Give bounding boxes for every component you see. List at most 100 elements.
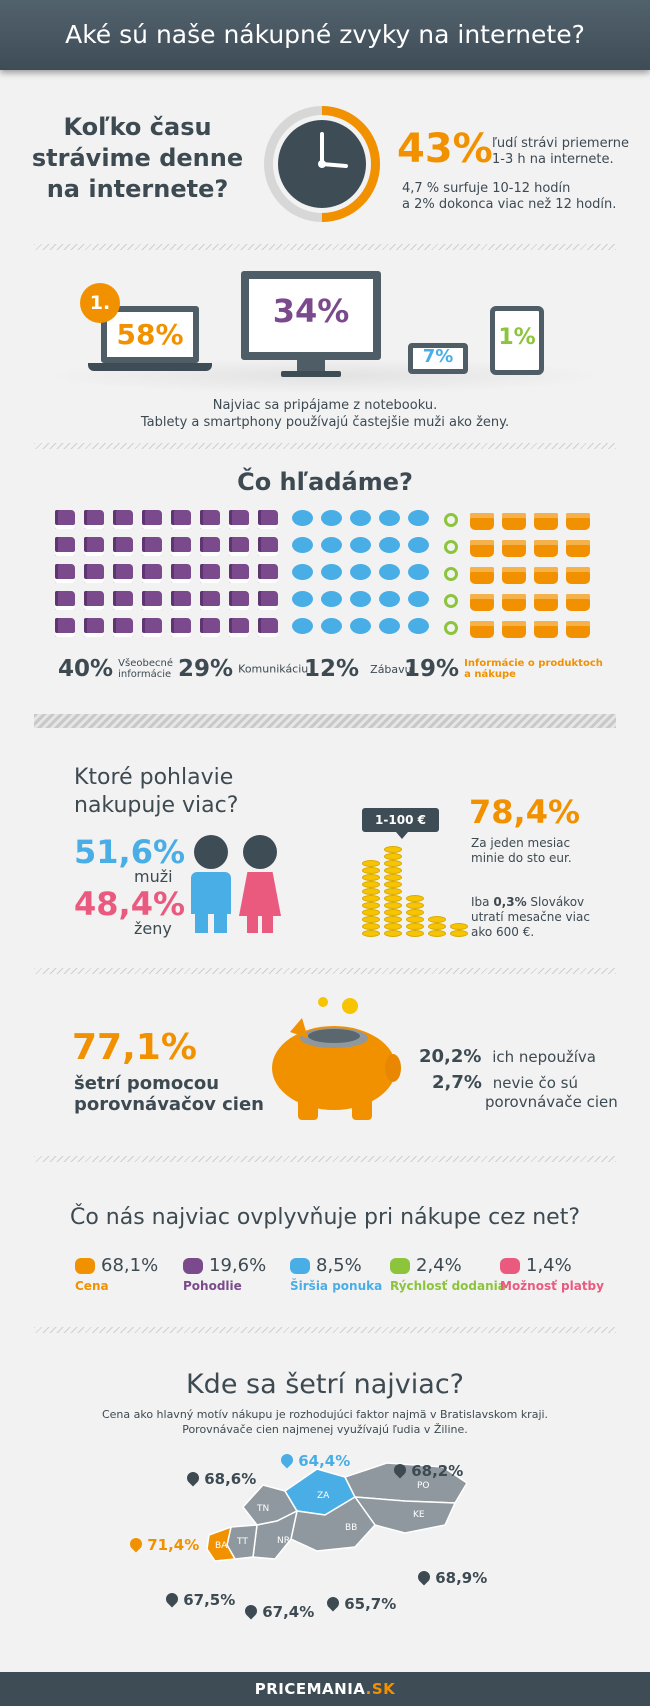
- book-icon: [258, 564, 278, 583]
- influence-item: 19,6% Pohodlie: [183, 1255, 266, 1293]
- book-icon: [258, 618, 278, 637]
- influence-label: Cena: [75, 1279, 109, 1293]
- divider: [34, 244, 616, 250]
- pin-icon: [163, 1590, 181, 1608]
- bubble-icon: [408, 564, 429, 580]
- phone-percent: 1%: [498, 325, 536, 350]
- book-icon: [55, 564, 75, 583]
- rank-badge: 1.: [80, 283, 120, 323]
- bubble-icon: [408, 537, 429, 553]
- map-label-nr: 67,4%: [242, 1602, 314, 1621]
- bubble-icon: [350, 510, 371, 526]
- basket-icon: [566, 594, 590, 611]
- influence-label: Širšia ponuka: [290, 1279, 383, 1293]
- search-item-fun: 12% Zábavu: [304, 656, 412, 682]
- tablet-icon: [408, 343, 468, 374]
- coin-icon: [384, 860, 402, 867]
- influence-percent: 1,4%: [526, 1255, 572, 1276]
- book-icon: [84, 537, 104, 556]
- footer-brand[interactable]: PRICEMANIA.SK: [0, 1672, 650, 1706]
- book-icon: [200, 510, 220, 529]
- coin-icon: [362, 923, 380, 930]
- book-icon: [229, 591, 249, 610]
- pin-icon: [127, 1535, 145, 1553]
- coin-icon: [362, 867, 380, 874]
- coin-icon: [384, 902, 402, 909]
- region-ba: [206, 1525, 237, 1562]
- influence-item: 8,5% Širšia ponuka: [290, 1255, 382, 1293]
- savings-stat2: 2,7% nevie čo sú porovnávače cien: [432, 1072, 618, 1111]
- book-icon: [84, 591, 104, 610]
- book-icon: [113, 537, 133, 556]
- map-label-ba: 71,4%: [127, 1535, 199, 1554]
- slovakia-map: TN ZA PO KE BB NR TT BA: [206, 1462, 469, 1562]
- women-label: ženy: [134, 919, 172, 938]
- badge-icon: [290, 1257, 310, 1274]
- bubble-icon: [350, 537, 371, 553]
- coin-icon: [362, 860, 380, 867]
- search-title: Čo hľadáme?: [237, 468, 413, 496]
- coin-icon: [362, 895, 380, 902]
- book-icon: [229, 537, 249, 556]
- divider: [34, 1327, 616, 1333]
- coin-icon: [428, 930, 446, 937]
- book-icon: [55, 537, 75, 556]
- region-bb: [290, 1496, 376, 1552]
- bubble-icon: [350, 618, 371, 634]
- bubble-icon: [379, 591, 400, 607]
- book-icon: [171, 564, 191, 583]
- coin-icon: [406, 895, 424, 902]
- bubble-icon: [379, 537, 400, 553]
- coin-icon: [450, 923, 468, 930]
- book-icon: [171, 537, 191, 556]
- basket-icon: [470, 540, 494, 557]
- smiley-icon: [444, 513, 458, 527]
- coin-icon: [384, 888, 402, 895]
- map-label-ke: 68,9%: [415, 1568, 487, 1587]
- bubble-icon: [292, 618, 313, 634]
- basket-icon: [534, 594, 558, 611]
- influence-item: 68,1% Cena: [75, 1255, 158, 1293]
- shop-icon: [500, 1257, 520, 1274]
- smiley-icon: [444, 540, 458, 554]
- coin-icon: [384, 923, 402, 930]
- svg-text:NR: NR: [277, 1536, 290, 1546]
- desktop-stand: [297, 360, 325, 372]
- svg-text:TT: TT: [236, 1537, 248, 1547]
- price-badge: 1-100 €: [362, 808, 439, 832]
- coin-icon: [428, 916, 446, 923]
- coin-icon: [384, 846, 402, 853]
- basket-icon: [534, 567, 558, 584]
- laptop-percent: 58%: [116, 318, 184, 351]
- book-icon: [258, 510, 278, 529]
- basket-icon: [470, 621, 494, 638]
- speedometer-icon: [390, 1257, 410, 1274]
- coin-icon: [362, 874, 380, 881]
- men-percent: 51,6%: [74, 833, 186, 871]
- search-icon-grid: [55, 510, 600, 645]
- book-icon: [171, 591, 191, 610]
- pin-icon: [242, 1602, 260, 1620]
- coin-icon: [362, 909, 380, 916]
- basket-icon: [470, 567, 494, 584]
- gender-question: Ktoré pohlavie nakupuje viac?: [74, 765, 239, 818]
- laptop-base: [88, 363, 212, 371]
- coin-icon: [362, 916, 380, 923]
- book-icon: [200, 591, 220, 610]
- influence-title: Čo nás najviac ovplyvňuje pri nákupe cez…: [69, 1205, 581, 1230]
- influence-percent: 68,1%: [101, 1255, 159, 1276]
- basket-icon: [502, 621, 526, 638]
- svg-text:PO: PO: [417, 1481, 430, 1491]
- book-icon: [55, 618, 75, 637]
- clock-icon: [264, 106, 380, 222]
- spend-percent: 78,4%: [469, 793, 581, 831]
- coin-icon: [362, 888, 380, 895]
- pin-icon: [415, 1568, 433, 1586]
- coin-icon: [406, 909, 424, 916]
- coin-icon: [362, 902, 380, 909]
- savings-percent: 77,1%: [72, 1027, 197, 1068]
- influence-item: 2,4% Rýchlosť dodania: [390, 1255, 506, 1293]
- coin-icon: [406, 930, 424, 937]
- divider: [34, 443, 616, 449]
- coin-icon: [428, 923, 446, 930]
